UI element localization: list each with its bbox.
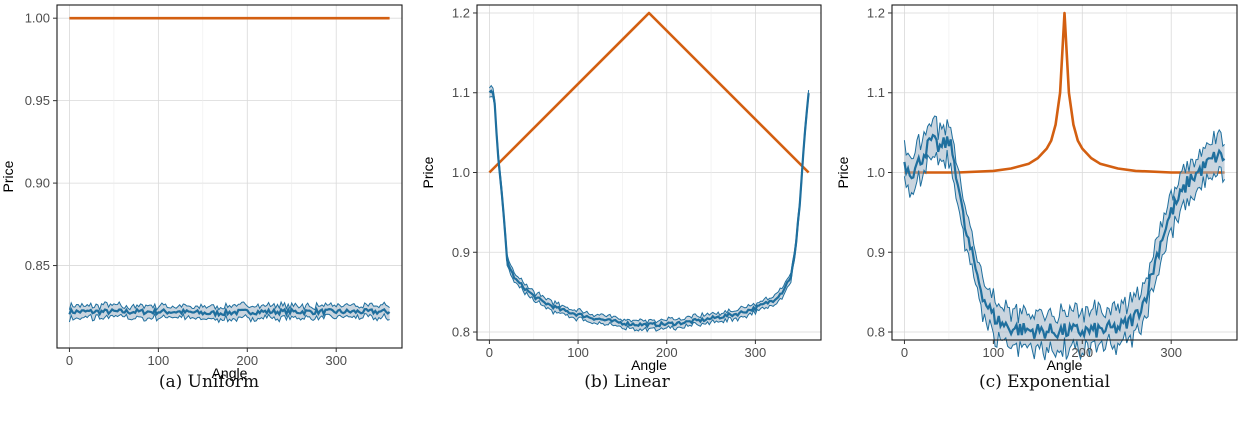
series-estimate-upper (903, 115, 1225, 325)
series-true-price-line (904, 11, 1225, 174)
series-estimate-lower (903, 150, 1226, 361)
series-estimate-lower (68, 312, 390, 324)
y-tick-label: 1.00 (25, 11, 50, 26)
chart-panel-uniform: 0 100 200 300 0.85 0.90 0.95 1.00 Angle Price (a)… (0, 0, 418, 425)
y-tick-label: 1.0 (867, 165, 885, 180)
y-tick-label: 0.9 (867, 245, 885, 260)
y-tick-label: 0.90 (25, 176, 50, 191)
y-tick-label: 0.8 (452, 325, 470, 340)
series-estimate-upper (489, 84, 810, 325)
y-tick-label: 1.2 (452, 5, 470, 20)
x-tick-label: 0 (66, 353, 73, 368)
series-estimate-upper (68, 300, 390, 312)
y-tick-label: 1.1 (452, 85, 470, 100)
x-axis-title: Angle (212, 365, 248, 381)
x-tick-label: 100 (567, 345, 589, 360)
y-tick-label: 0.95 (25, 93, 50, 108)
plot-frame (56, 4, 403, 349)
x-tick-label: 300 (325, 353, 347, 368)
chart-svg-exponential: 0 100 200 300 0.8 0.9 1.0 1.1 1.2 Angle Price (835, 4, 1238, 373)
y-tick-label: 1.0 (452, 165, 470, 180)
chart-svg-uniform: 0 100 200 300 0.85 0.90 0.95 1.00 Angle Price (0, 4, 403, 381)
y-tick-label: 1.1 (867, 85, 885, 100)
x-tick-label: 0 (901, 345, 908, 360)
chart-caption-linear: (b) Linear (584, 372, 670, 392)
series-estimate-line (488, 89, 810, 329)
x-tick-label: 200 (236, 353, 258, 368)
y-tick-label: 1.2 (867, 5, 885, 20)
x-tick-label: 300 (745, 345, 767, 360)
series-estimate-band (489, 85, 809, 332)
y-axis-title: Price (420, 156, 436, 188)
x-tick-label: 0 (486, 345, 493, 360)
x-tick-label: 200 (656, 345, 678, 360)
chart-svg-linear: 0 100 200 300 0.8 0.9 1.0 1.1 1.2 Angle Price (420, 4, 822, 373)
x-axis-title: Angle (1047, 357, 1083, 373)
series-true-price-line (488, 11, 810, 174)
y-tick-label: 0.85 (25, 258, 50, 273)
y-tick-label: 0.9 (452, 245, 470, 260)
chart-panel-linear: 0 100 200 300 0.8 0.9 1.0 1.1 1.2 Angle Price (b) … (418, 0, 836, 425)
x-tick-label: 300 (1160, 345, 1182, 360)
series-estimate-line (903, 133, 1226, 340)
x-tick-label: 100 (148, 353, 170, 368)
series-estimate-lower (489, 96, 810, 333)
chart-caption-exponential: (c) Exponential (978, 372, 1111, 392)
y-axis-title: Price (0, 160, 16, 192)
series-estimate-line (68, 306, 391, 318)
x-tick-label: 200 (1071, 345, 1093, 360)
chart-panel-exponential: 0 100 200 300 0.8 0.9 1.0 1.1 1.2 Angle Price (c) … (835, 0, 1253, 425)
y-tick-label: 0.8 (867, 325, 885, 340)
x-axis-title: Angle (631, 357, 667, 373)
y-axis-title: Price (835, 156, 851, 188)
chart-caption-uniform: (a) Uniform (158, 372, 260, 392)
x-tick-label: 100 (983, 345, 1005, 360)
